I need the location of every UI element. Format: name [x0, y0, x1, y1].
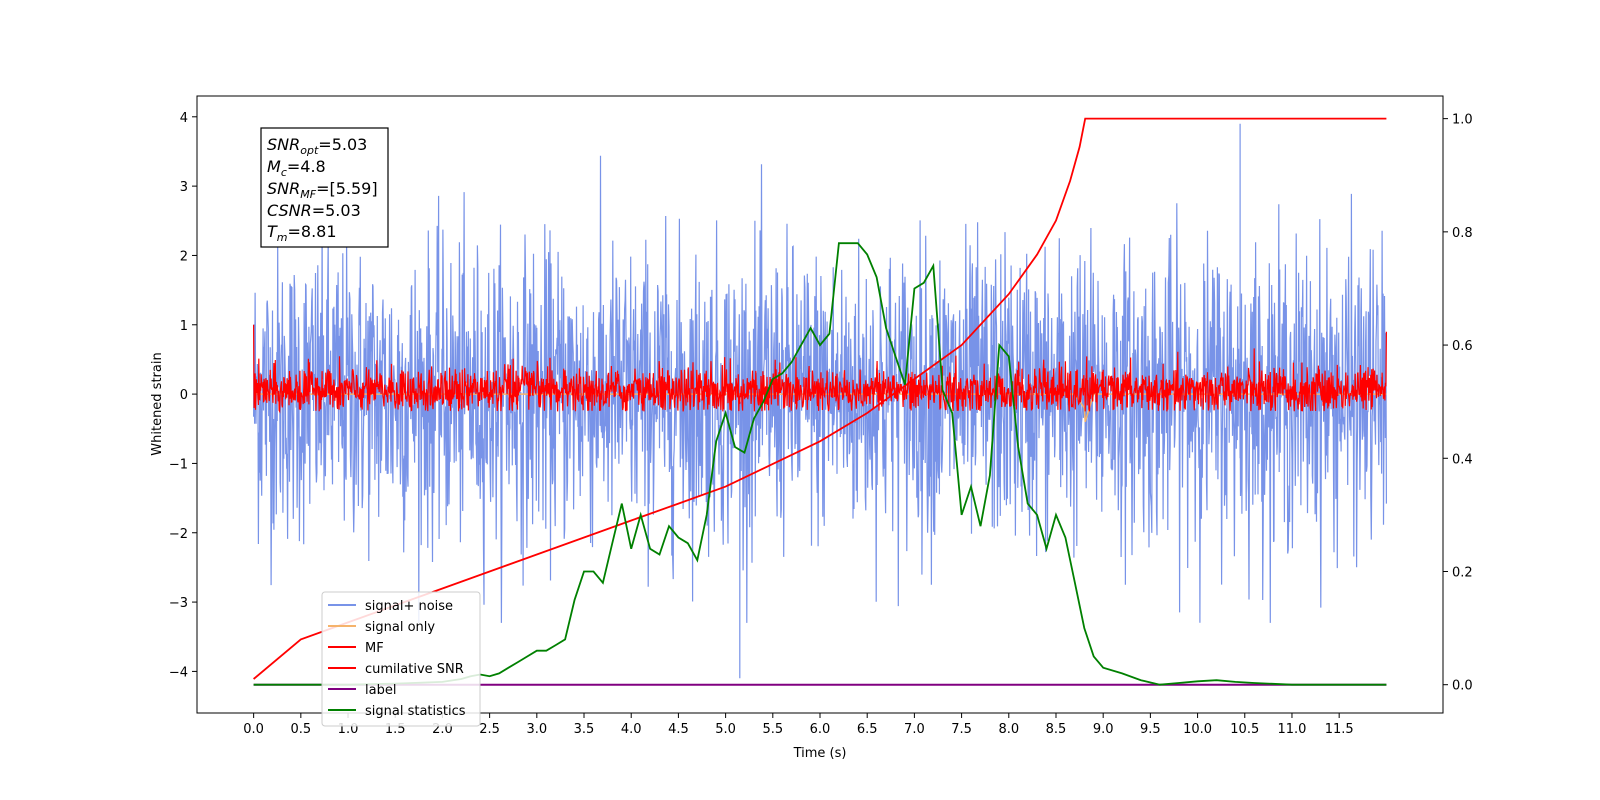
x-tick-label: 8.0: [998, 722, 1019, 737]
series-line-signal-statistics: [253, 242, 1387, 686]
x-tick-label: 4.0: [621, 722, 642, 737]
y-left-tick-label: −4: [169, 665, 188, 680]
legend: signal+ noise signal only MF cumilative SNR…: [321, 591, 481, 727]
x-tick-label: 5.5: [762, 722, 783, 737]
y-axis-title: Whitened strain: [150, 352, 165, 455]
y-left-tick-label: 1: [180, 319, 188, 334]
x-tick-label: 7.0: [904, 722, 925, 737]
legend-label: signal only: [365, 620, 435, 635]
x-tick-label: 11.0: [1277, 722, 1306, 737]
y-left-tick-label: −3: [169, 596, 188, 611]
x-tick-label: 11.5: [1325, 722, 1354, 737]
x-tick-label: 3.0: [526, 722, 547, 737]
y-left-tick-label: 2: [180, 249, 188, 264]
x-tick-label: 7.5: [951, 722, 972, 737]
x-tick-label: 9.5: [1140, 722, 1161, 737]
y-left-tick-label: 0: [180, 388, 188, 403]
axes-layer: 0.0 0.5 1.0 1.5 2.0 2.5 3.0 3.5 4.0 4.5 5.0 5.5 6.0 6…: [169, 95, 1473, 737]
legend-label: signal statistics: [365, 704, 466, 719]
y-right-tick-label: 0.2: [1452, 565, 1473, 580]
x-tick-label: 9.0: [1093, 722, 1114, 737]
x-tick-label: 3.5: [574, 722, 595, 737]
x-tick-label: 4.5: [668, 722, 689, 737]
legend-frame: [321, 591, 481, 727]
legend-label: label: [365, 683, 396, 698]
y-left-tick-label: 3: [180, 180, 188, 195]
tm-annotation: Tm=8.81: [267, 222, 337, 244]
csnr-annotation: CSNR=5.03: [267, 201, 361, 220]
x-tick-label: 5.0: [715, 722, 736, 737]
x-tick-label: 10.0: [1183, 722, 1212, 737]
snr-mf-annotation: SNRMF=[5.59]: [267, 179, 378, 201]
x-tick-label: 6.5: [857, 722, 878, 737]
y-left-tick-label: −2: [169, 527, 188, 542]
y-right-tick-label: 1.0: [1452, 113, 1473, 128]
legend-label: signal+ noise: [365, 599, 453, 614]
x-tick-label: 10.5: [1230, 722, 1259, 737]
y-left-tick-label: −1: [169, 457, 188, 472]
x-tick-label: 8.5: [1046, 722, 1067, 737]
series-line-mf: [253, 324, 1387, 414]
mc-annotation: Mc=4.8: [267, 157, 326, 179]
annotation-box: SNRopt=5.03 Mc=4.8 SNRMF=[5.59] CSNR=5.0…: [260, 127, 389, 248]
y-left-tick-label: 4: [180, 111, 188, 126]
y-right-tick-label: 0.4: [1452, 452, 1473, 467]
x-tick-label: 2.5: [479, 722, 500, 737]
x-tick-label: 6.0: [810, 722, 831, 737]
x-axis-title: Time (s): [793, 746, 847, 761]
y-right-tick-label: 0.6: [1452, 339, 1473, 354]
y-right-tick-label: 0.8: [1452, 226, 1473, 241]
legend-label: cumilative SNR: [365, 662, 464, 677]
x-tick-label: 0.5: [290, 722, 311, 737]
y-right-tick-label: 0.0: [1452, 679, 1473, 694]
snr-opt-annotation: SNRopt=5.03: [267, 135, 367, 157]
series-line-signal-noise: [253, 123, 1388, 679]
x-tick-label: 0.0: [243, 722, 264, 737]
legend-label: MF: [365, 641, 384, 656]
